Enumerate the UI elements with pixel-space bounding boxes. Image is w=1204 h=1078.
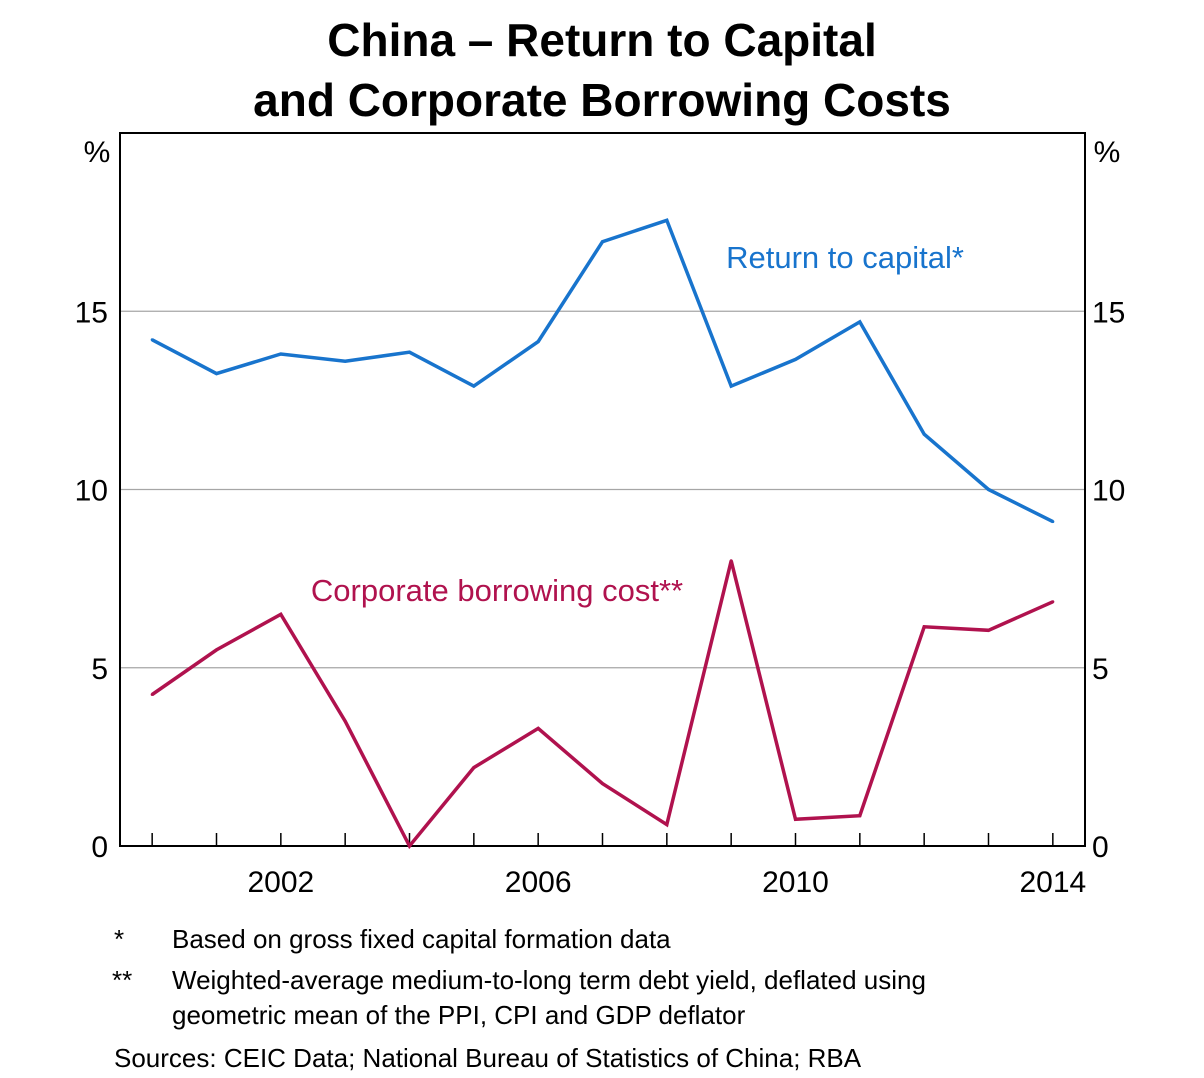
series-0-point-2005 <box>472 384 476 388</box>
series-0-point-2000 <box>150 338 154 342</box>
series-0-point-2001 <box>215 372 218 376</box>
footnote-2-text-line-1: Weighted-average medium-to-long term deb… <box>172 965 926 995</box>
series-0-point-2012 <box>922 432 926 436</box>
x-tick-label-2002: 2002 <box>247 866 314 899</box>
series-0-point-2007 <box>601 240 604 244</box>
series-1-point-2008 <box>665 823 669 827</box>
y-tick-label-left-15: 15 <box>75 296 108 329</box>
series-1-point-2014 <box>1051 600 1055 604</box>
footnote-1-text: Based on gross fixed capital formation d… <box>172 924 671 954</box>
y-axis-unit-right: % <box>1094 136 1121 169</box>
footnote-2-mark: ** <box>112 965 133 995</box>
series-0-point-2011 <box>858 320 862 324</box>
series-1-point-2000 <box>150 692 154 696</box>
series-1-point-2005 <box>472 766 476 770</box>
y-tick-label-left-10: 10 <box>75 475 108 508</box>
series-label-1: Corporate borrowing cost** <box>311 573 683 608</box>
footnote-1-mark: * <box>114 924 125 954</box>
y-axis-unit-left: % <box>84 136 111 169</box>
series-1-point-2006 <box>536 726 540 730</box>
x-tick-label-2006: 2006 <box>505 866 572 899</box>
series-1-point-2001 <box>215 648 218 652</box>
series-1-point-2004 <box>408 844 411 848</box>
series-1-point-2011 <box>858 814 862 818</box>
chart-title-line-1: China – Return to Capital <box>327 14 877 66</box>
chart-title-line-2: and Corporate Borrowing Costs <box>253 74 951 126</box>
series-0-point-2013 <box>987 488 990 491</box>
y-tick-label-right-10: 10 <box>1092 475 1125 508</box>
series-0-point-2009 <box>729 384 733 388</box>
series-0-point-2010 <box>794 357 797 361</box>
sources-note: Sources: CEIC Data; National Bureau of S… <box>114 1043 862 1073</box>
series-1-point-2012 <box>922 625 926 629</box>
series-0-point-2002 <box>279 352 283 356</box>
x-tick-label-2014: 2014 <box>1019 866 1086 899</box>
series-0-point-2006 <box>536 340 540 344</box>
series-0-point-2003 <box>343 359 347 363</box>
y-tick-label-right-5: 5 <box>1092 653 1109 686</box>
series-0-point-2014 <box>1051 520 1055 524</box>
series-1-point-2010 <box>794 817 797 821</box>
y-tick-label-right-0: 0 <box>1092 831 1109 864</box>
series-0-point-2004 <box>408 350 411 354</box>
x-tick-label-2010: 2010 <box>762 866 829 899</box>
series-0-point-2008 <box>665 218 669 222</box>
series-1-point-2002 <box>279 612 283 616</box>
series-1-point-2003 <box>343 719 347 723</box>
series-1-point-2009 <box>729 559 733 563</box>
series-1-point-2007 <box>601 782 604 786</box>
y-tick-label-left-0: 0 <box>91 831 108 864</box>
footnote-2-text-line-2: geometric mean of the PPI, CPI and GDP d… <box>172 1000 746 1030</box>
y-tick-label-left-5: 5 <box>91 653 108 686</box>
y-tick-label-right-15: 15 <box>1092 296 1125 329</box>
series-1-point-2013 <box>987 628 990 632</box>
series-label-0: Return to capital* <box>726 240 964 275</box>
